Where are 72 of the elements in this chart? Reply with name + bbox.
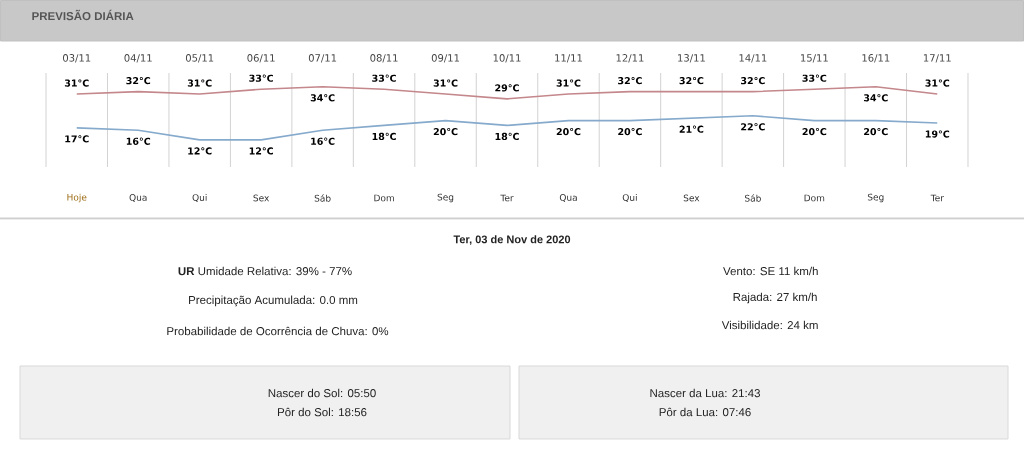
data-label: 20°C — [864, 127, 888, 136]
data-label: 17°C — [65, 135, 89, 143]
x-tick-label: 04/11 — [124, 54, 152, 63]
text: Sáb — [314, 194, 331, 202]
data-label: 20°C — [618, 127, 642, 136]
data-label: 29°C — [495, 84, 519, 92]
text: Ter — [500, 194, 514, 202]
x-tick-label: 13/11 — [678, 54, 705, 63]
text: Qui — [622, 193, 637, 202]
x-tick-label: 06/11 — [247, 54, 275, 63]
data-label: 32°C — [741, 77, 765, 85]
data-label: 19°C — [925, 130, 950, 138]
text: Sex — [253, 194, 270, 202]
text: Nascer da Lua: 21:43 — [650, 388, 760, 398]
data-label: 18°C — [372, 132, 396, 141]
x-tick-label: 10/11 — [493, 54, 521, 63]
text: Precipitação Acumulada: 0.0 mm — [189, 295, 358, 307]
data-label: 32°C — [679, 77, 704, 85]
data-label: 31°C — [187, 79, 212, 87]
data-label: 32°C — [618, 77, 642, 85]
text: Visibilidade: 24 km — [721, 320, 818, 330]
text: Qui — [192, 193, 207, 202]
data-label: 32°C — [126, 77, 151, 85]
data-label: 20°C — [433, 127, 458, 136]
text: Dom — [804, 194, 825, 202]
x-tick-label: 14/11 — [739, 54, 767, 63]
text: Ter, 03 de Nov de 2020 — [453, 235, 571, 245]
text: Seg — [867, 193, 884, 203]
text: Hoje — [67, 193, 87, 203]
text: Sáb — [745, 194, 761, 202]
x-tick-label: 07/11 — [308, 54, 337, 63]
data-label: 33°C — [249, 74, 274, 82]
text: Pôr da Lua: 07:46 — [659, 407, 751, 417]
x-tick-label: 03/11 — [63, 54, 91, 63]
data-label: 33°C — [372, 74, 396, 82]
data-label: 16°C — [311, 137, 335, 145]
data-label: 31°C — [433, 79, 458, 87]
data-label: 12°C — [188, 147, 212, 155]
x-tick-label: 15/11 — [801, 54, 828, 63]
chart-title: PREVISÃO DIÁRIA — [32, 9, 134, 21]
x-tick-label: 11/11 — [555, 54, 582, 63]
data-label: 31°C — [925, 79, 950, 87]
text: Ter — [930, 194, 944, 202]
data-label: 33°C — [802, 74, 827, 82]
data-label: 31°C — [556, 79, 581, 87]
data-label: 31°C — [64, 79, 89, 87]
data-label: 20°C — [556, 127, 581, 136]
text: Dom — [374, 194, 394, 202]
x-tick-label: 12/11 — [616, 54, 644, 63]
text: Vento: SE 11 km/h — [723, 266, 818, 276]
data-label: 21°C — [679, 125, 704, 133]
x-tick-label: 17/11 — [923, 54, 951, 63]
data-label: 16°C — [126, 137, 151, 145]
x-tick-label: 08/11 — [370, 54, 398, 63]
text: Seg — [437, 193, 454, 203]
data-label: 22°C — [741, 123, 765, 131]
text: Nascer do Sol: 05:50 — [268, 388, 376, 398]
data-label: 20°C — [802, 127, 827, 136]
text: Pôr do Sol: 18:56 — [277, 407, 367, 417]
x-tick-label: 05/11 — [185, 54, 214, 63]
text: Rajada: 27 km/h — [733, 292, 817, 304]
text: Qua — [129, 194, 147, 202]
text: Qua — [559, 194, 577, 202]
text: Sex — [683, 194, 700, 202]
data-label: 18°C — [495, 132, 519, 141]
data-label: 34°C — [310, 94, 335, 102]
data-label: 12°C — [249, 147, 274, 155]
text: Probabilidade de Ocorrência de Chuva: 0% — [167, 326, 389, 336]
data-label: 34°C — [863, 94, 888, 102]
text: UR Umidade Relativa: 39% - 77% — [178, 266, 352, 276]
x-tick-label: 09/11 — [431, 54, 460, 63]
x-tick-label: 16/11 — [862, 54, 890, 63]
